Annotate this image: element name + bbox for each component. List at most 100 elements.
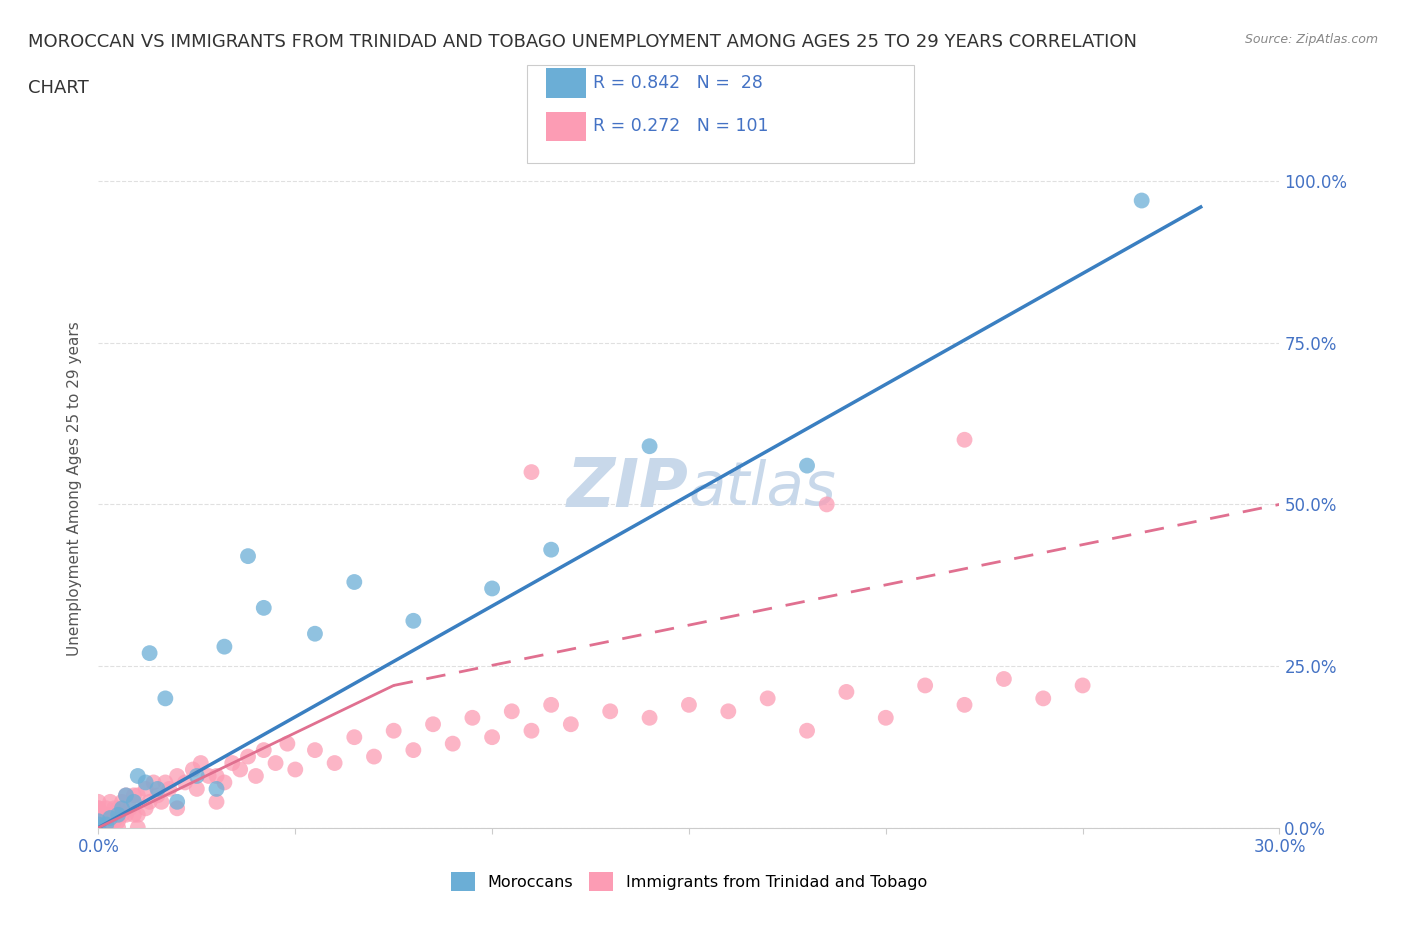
Point — [87, 820, 110, 835]
Point — [205, 781, 228, 796]
Point — [197, 768, 219, 783]
Text: R = 0.272   N = 101: R = 0.272 N = 101 — [593, 117, 769, 136]
Point — [87, 801, 110, 816]
Point — [91, 807, 114, 822]
Point — [127, 788, 149, 803]
Point — [276, 737, 298, 751]
Point — [717, 704, 740, 719]
Point — [135, 801, 157, 816]
Point — [214, 639, 236, 654]
Text: ZIP: ZIP — [567, 456, 689, 521]
Point — [135, 775, 157, 790]
Point — [96, 817, 118, 832]
Point — [638, 711, 661, 725]
Point — [402, 743, 425, 758]
Point — [875, 711, 897, 725]
Point — [98, 811, 121, 826]
Point — [236, 549, 259, 564]
Point — [87, 820, 110, 835]
Point — [96, 801, 118, 816]
Point — [146, 788, 169, 803]
Point — [96, 807, 118, 822]
Point — [190, 755, 212, 770]
Point — [122, 794, 145, 809]
Point — [87, 820, 110, 835]
Point — [87, 814, 110, 829]
Point — [155, 691, 177, 706]
Point — [343, 730, 366, 745]
Point — [1071, 678, 1094, 693]
Point — [481, 581, 503, 596]
Point — [1130, 193, 1153, 208]
Point — [953, 432, 976, 447]
Point — [96, 820, 118, 835]
Point — [87, 817, 110, 832]
Point — [107, 807, 129, 822]
Point — [155, 775, 177, 790]
Point — [87, 814, 110, 829]
Point — [382, 724, 405, 738]
Point — [87, 807, 110, 822]
Point — [115, 788, 138, 803]
Point — [107, 820, 129, 835]
Point — [135, 781, 157, 796]
Point — [441, 737, 464, 751]
Point — [166, 801, 188, 816]
Point — [253, 601, 276, 616]
Point — [166, 794, 188, 809]
Point — [87, 820, 110, 835]
Point — [87, 820, 110, 835]
Text: CHART: CHART — [28, 79, 89, 97]
Text: atlas: atlas — [689, 458, 837, 518]
Point — [993, 671, 1015, 686]
Point — [304, 743, 326, 758]
Point — [122, 788, 145, 803]
Point — [107, 801, 129, 816]
Point — [835, 684, 858, 699]
Point — [118, 801, 141, 816]
Point — [142, 775, 165, 790]
Point — [323, 755, 346, 770]
Point — [87, 817, 110, 832]
Point — [127, 807, 149, 822]
Point — [115, 807, 138, 822]
Point — [638, 439, 661, 454]
Point — [520, 465, 543, 480]
Point — [127, 820, 149, 835]
Point — [91, 820, 114, 835]
Point — [181, 762, 204, 777]
Point — [756, 691, 779, 706]
Text: Source: ZipAtlas.com: Source: ZipAtlas.com — [1244, 33, 1378, 46]
Point — [87, 820, 110, 835]
Point — [98, 814, 121, 829]
Point — [229, 762, 252, 777]
Point — [1032, 691, 1054, 706]
Point — [174, 775, 197, 790]
Point — [138, 794, 160, 809]
Point — [87, 814, 110, 829]
Text: MOROCCAN VS IMMIGRANTS FROM TRINIDAD AND TOBAGO UNEMPLOYMENT AMONG AGES 25 TO 29: MOROCCAN VS IMMIGRANTS FROM TRINIDAD AND… — [28, 33, 1137, 50]
Point — [461, 711, 484, 725]
Point — [96, 814, 118, 829]
Point — [107, 814, 129, 829]
Point — [221, 755, 243, 770]
Point — [186, 781, 208, 796]
Point — [402, 614, 425, 629]
Point — [87, 794, 110, 809]
Point — [540, 698, 562, 712]
Point — [87, 814, 110, 829]
Point — [914, 678, 936, 693]
Point — [103, 801, 125, 816]
Point — [103, 814, 125, 829]
Point — [953, 698, 976, 712]
Point — [343, 575, 366, 590]
Point — [138, 645, 160, 660]
Point — [150, 794, 173, 809]
Point — [98, 794, 121, 809]
Point — [599, 704, 621, 719]
Point — [284, 762, 307, 777]
Point — [87, 820, 110, 835]
Point — [678, 698, 700, 712]
Point — [205, 768, 228, 783]
Point — [253, 743, 276, 758]
